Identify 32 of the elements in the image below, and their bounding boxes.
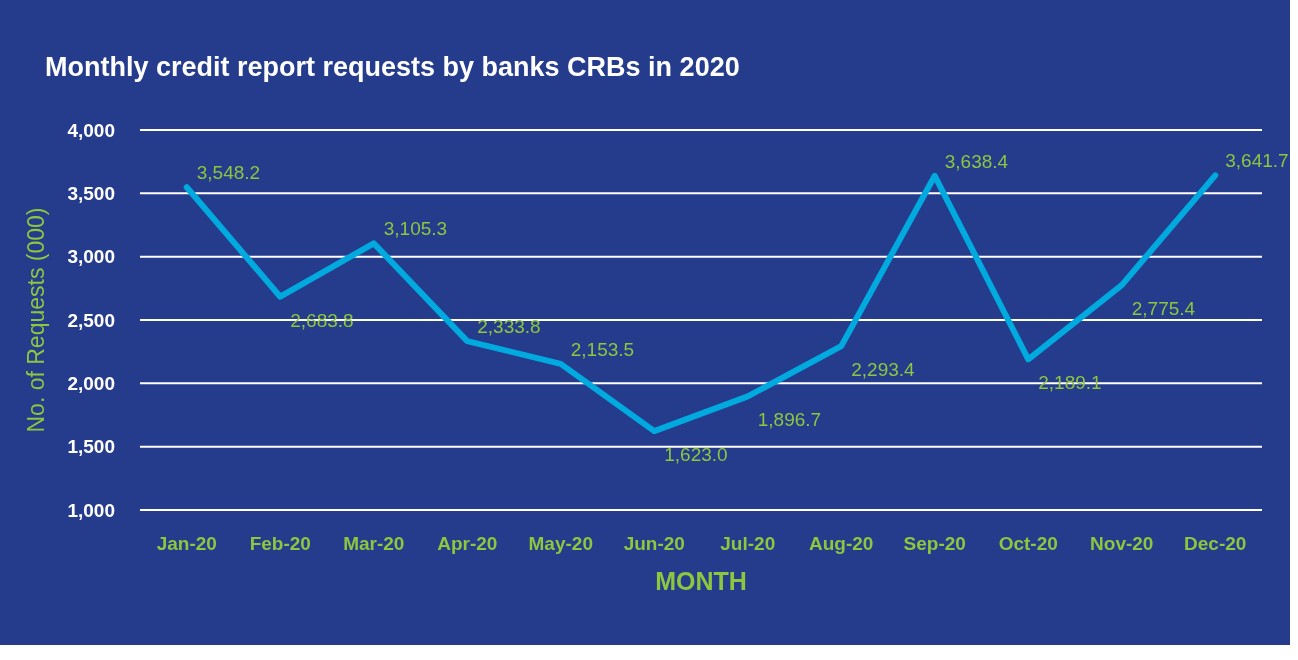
data-label: 1,896.7 bbox=[757, 409, 822, 431]
x-tick-label: Mar-20 bbox=[343, 533, 405, 554]
data-label: 3,548.2 bbox=[196, 162, 261, 184]
data-label: 2,775.4 bbox=[1131, 298, 1196, 320]
x-tick-label: Oct-20 bbox=[998, 533, 1058, 554]
x-tick-label: Dec-20 bbox=[1184, 533, 1247, 554]
x-tick-label: Jan-20 bbox=[156, 533, 217, 554]
x-tick-label: Feb-20 bbox=[249, 533, 311, 554]
x-tick-label: May-20 bbox=[528, 533, 593, 554]
x-tick-label: Jul-20 bbox=[720, 533, 776, 554]
data-label: 2,293.4 bbox=[851, 359, 916, 381]
y-tick-label: 1,000 bbox=[67, 499, 115, 521]
y-tick-label: 2,000 bbox=[67, 372, 115, 394]
chart-title: Monthly credit report requests by banks CRBs in 2020 bbox=[45, 52, 740, 82]
y-tick-label: 3,000 bbox=[67, 246, 115, 268]
data-label: 3,641.7 bbox=[1225, 150, 1289, 172]
x-tick-label: Aug-20 bbox=[809, 533, 874, 554]
y-tick-label: 1,500 bbox=[67, 436, 115, 458]
y-tick-label: 4,000 bbox=[67, 119, 115, 141]
data-label: 3,105.3 bbox=[383, 218, 448, 240]
x-tick-label: Sep-20 bbox=[903, 533, 966, 554]
data-label: 1,623.0 bbox=[664, 444, 728, 466]
y-tick-label: 2,500 bbox=[67, 309, 115, 331]
data-label: 2,333.8 bbox=[477, 316, 541, 338]
x-tick-label: Jun-20 bbox=[623, 533, 685, 554]
y-axis-title: No. of Requests (000) bbox=[23, 207, 49, 433]
x-tick-label: Nov-20 bbox=[1090, 533, 1154, 554]
data-label: 2,153.5 bbox=[570, 338, 635, 360]
x-tick-label: Apr-20 bbox=[437, 533, 498, 554]
y-tick-label: 3,500 bbox=[67, 182, 115, 204]
data-label: 3,638.4 bbox=[944, 150, 1009, 172]
x-axis-title: MONTH bbox=[655, 567, 747, 595]
